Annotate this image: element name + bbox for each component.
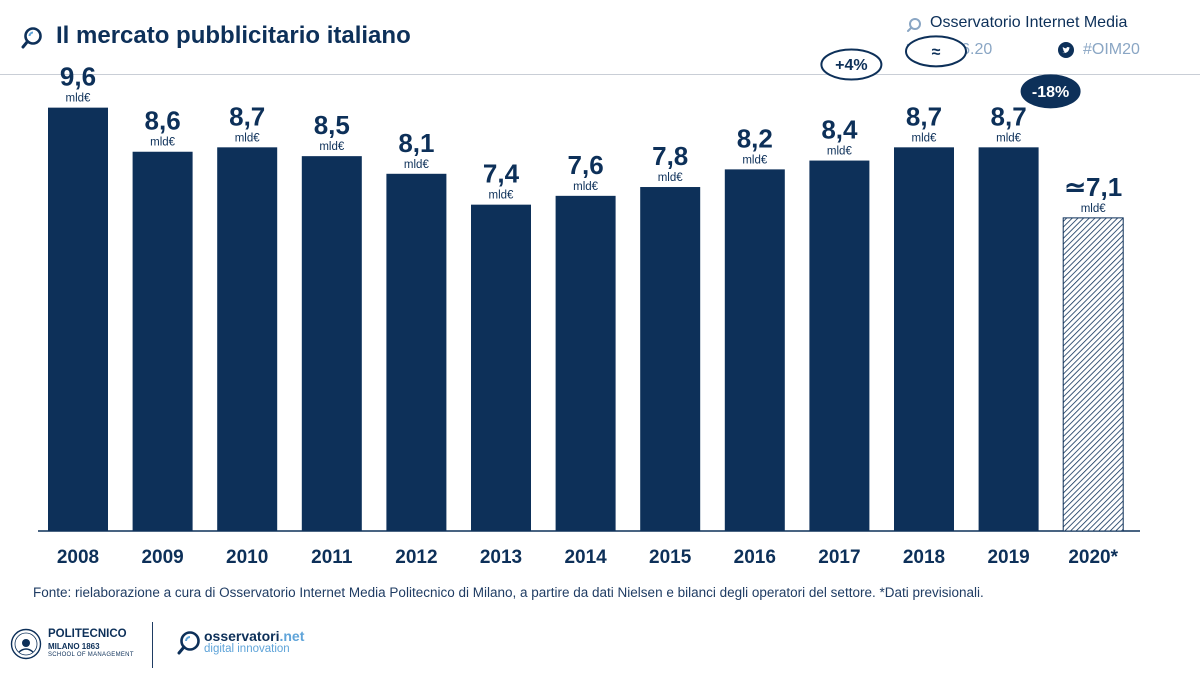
- bar-2009: [132, 151, 193, 532]
- value-label-2011: 8,5: [314, 110, 350, 140]
- value-label-2016: 8,2: [737, 123, 773, 153]
- hashtag-label: #OIM20: [1083, 41, 1140, 58]
- x-tick-label-2009: 2009: [141, 547, 183, 568]
- value-label-2014: 7,6: [568, 150, 604, 180]
- annotation-text-2017: +4%: [835, 57, 867, 74]
- x-tick-label-2018: 2018: [903, 547, 945, 568]
- observatory-name: Osservatorio Internet Media: [930, 14, 1128, 31]
- x-tick-label-2010: 2010: [226, 547, 268, 568]
- value-label-2012: 8,1: [398, 128, 434, 158]
- x-tick-label-2013: 2013: [480, 547, 522, 568]
- x-tick-label-2014: 2014: [564, 547, 607, 568]
- value-label-2018: 8,7: [906, 101, 942, 131]
- bar-2016: [724, 169, 785, 531]
- bar-2010: [217, 147, 278, 531]
- unit-label-2017: mld€: [827, 146, 853, 158]
- osservatori-logo: osservatori.net digital innovation: [176, 626, 316, 666]
- value-label-2015: 7,8: [652, 141, 688, 171]
- page-title: Il mercato pubblicitario italiano: [56, 22, 411, 49]
- unit-label-2011: mld€: [319, 141, 345, 153]
- unit-label-2020*: mld€: [1081, 203, 1107, 215]
- twitter-icon: [1058, 42, 1074, 58]
- unit-label-2012: mld€: [404, 159, 430, 171]
- annotation-badge-2019: [1020, 74, 1081, 109]
- bar-chart: 9,6mld€20088,6mld€20098,7mld€20108,5mld€…: [38, 35, 1140, 568]
- politecnico-seal-icon: [10, 628, 42, 660]
- annotation-badge-2018: [905, 35, 967, 68]
- bar-2013: [471, 204, 531, 531]
- annotation-badge-2017: [820, 48, 883, 81]
- x-tick-label-2019: 2019: [987, 547, 1029, 568]
- osservatori-tagline: digital innovation: [204, 643, 290, 655]
- bar-2019: [978, 147, 1039, 531]
- annotation-text-2019: -18%: [1032, 84, 1069, 101]
- politecnico-school: SCHOOL OF MANAGEMENT: [48, 652, 134, 658]
- unit-label-2019: mld€: [996, 132, 1022, 144]
- unit-label-2008: mld€: [66, 93, 92, 105]
- bar-2015: [640, 187, 701, 531]
- value-label-2017: 8,4: [821, 115, 858, 145]
- bar-2014: [555, 195, 616, 531]
- osservatori-name: osservatori.net: [204, 628, 304, 644]
- x-tick-label-2017: 2017: [818, 547, 860, 568]
- x-tick-label-2020*: 2020*: [1068, 547, 1118, 568]
- value-label-2009: 8,6: [145, 106, 181, 136]
- bar-2008: [48, 107, 108, 531]
- value-label-2010: 8,7: [229, 101, 265, 131]
- osservatori-magnifier-icon: [177, 631, 200, 655]
- footer-divider: [152, 622, 153, 668]
- unit-label-2009: mld€: [150, 137, 176, 149]
- unit-label-2013: mld€: [489, 190, 515, 202]
- observatory-icon: [907, 18, 921, 32]
- unit-label-2010: mld€: [235, 132, 261, 144]
- osservatori-name-main: osservatori: [204, 628, 280, 644]
- value-label-2020*: ≃7,1: [1064, 172, 1122, 202]
- bar-2017: [809, 160, 870, 531]
- x-tick-label-2012: 2012: [395, 547, 437, 568]
- politecnico-logo: POLITECNICO MILANO 1863 SCHOOL OF MANAGE…: [10, 626, 142, 666]
- annotation-text-2018: ≈: [932, 44, 941, 61]
- osservatori-name-suffix: .net: [279, 628, 305, 644]
- magnifier-icon: [21, 27, 42, 49]
- source-note: Fonte: rielaborazione a cura di Osservat…: [33, 585, 984, 600]
- bar-2012: [386, 173, 447, 532]
- bar-2018: [894, 147, 954, 531]
- x-tick-label-2011: 2011: [311, 547, 353, 568]
- x-tick-label-2015: 2015: [649, 547, 692, 568]
- value-label-2013: 7,4: [483, 159, 520, 189]
- value-label-2019: 8,7: [991, 101, 1027, 131]
- unit-label-2015: mld€: [658, 172, 684, 184]
- bar-2020*: [1062, 217, 1124, 532]
- politecnico-name: POLITECNICO: [48, 628, 127, 640]
- unit-label-2014: mld€: [573, 181, 599, 193]
- unit-label-2016: mld€: [742, 154, 768, 166]
- x-tick-label-2008: 2008: [57, 547, 99, 568]
- value-label-2008: 9,6: [60, 62, 96, 92]
- bar-2011: [301, 156, 362, 531]
- politecnico-city: MILANO 1863: [48, 642, 100, 651]
- unit-label-2018: mld€: [912, 132, 938, 144]
- x-tick-label-2016: 2016: [734, 547, 776, 568]
